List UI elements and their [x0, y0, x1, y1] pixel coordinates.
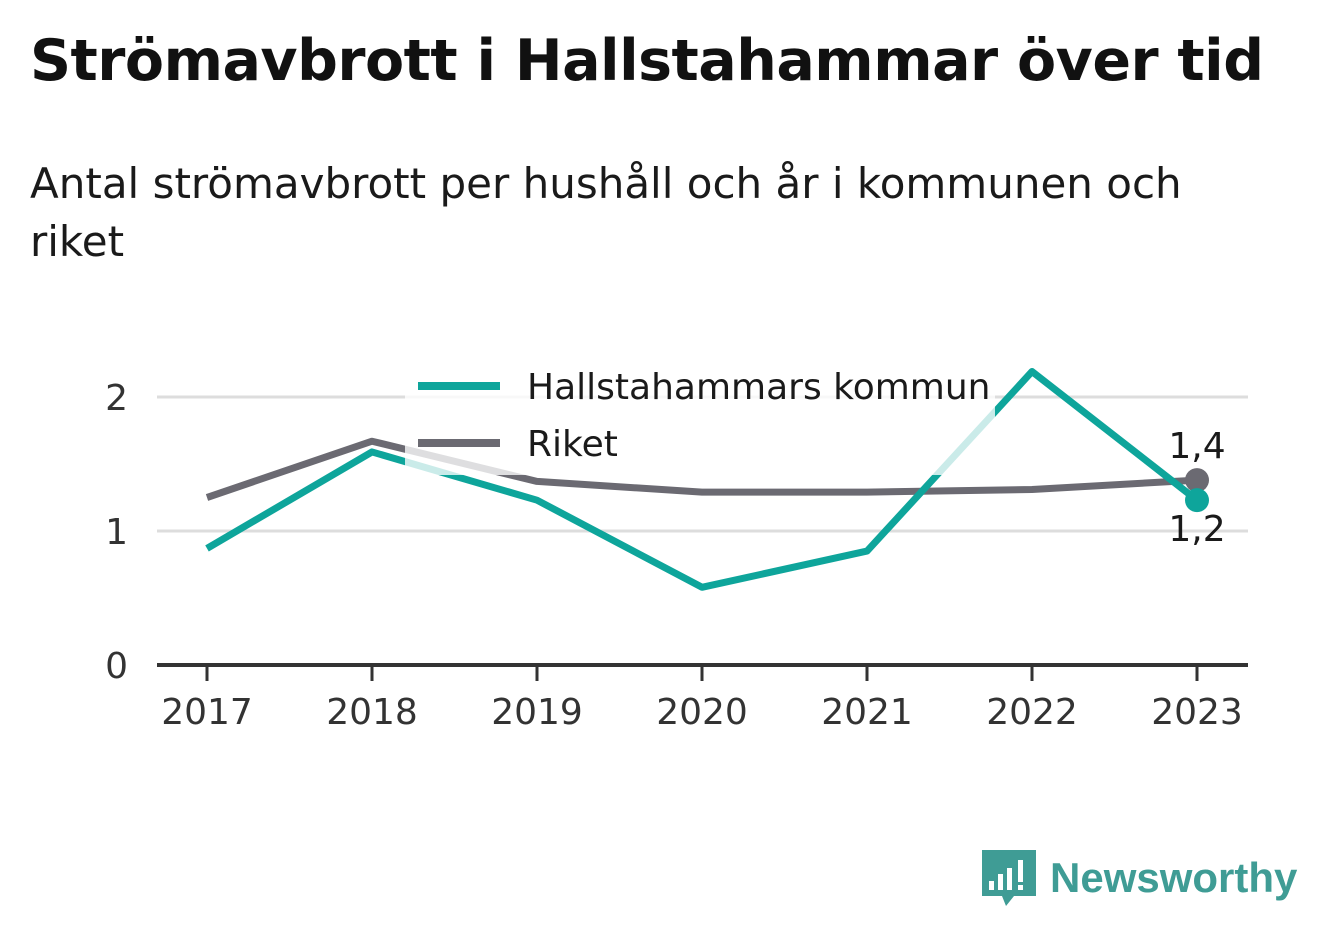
y-axis-ticks: 0 1 2	[105, 378, 128, 687]
legend-label: Riket	[527, 424, 618, 465]
end-label-kommun: 1,2	[1168, 509, 1225, 550]
series-lines	[205, 368, 1200, 591]
end-label-riket: 1,4	[1168, 426, 1225, 467]
y-tick-label: 1	[105, 512, 128, 553]
y-tick-label: 2	[105, 378, 128, 419]
x-tick-label: 2017	[161, 692, 253, 733]
newsworthy-logo-icon	[982, 850, 1036, 906]
end-point-marker	[1185, 468, 1209, 493]
brand-logo: Newsworthy	[980, 848, 1297, 908]
x-tick-label: 2023	[1151, 692, 1243, 733]
page-subtitle: Antal strömavbrott per hushåll och år i …	[30, 159, 1182, 266]
legend: Hallstahammars kommun Riket	[405, 355, 995, 475]
x-tick-label: 2022	[986, 692, 1078, 733]
brand-name: Newsworthy	[1050, 854, 1298, 901]
series-line-kommun	[205, 368, 1200, 591]
x-tick-label: 2021	[821, 692, 913, 733]
x-tick-label: 2020	[656, 692, 748, 733]
page-title: Strömavbrott i Hallstahammar över tid	[30, 28, 1264, 94]
x-tick-label: 2018	[326, 692, 418, 733]
series-line-riket	[205, 437, 1198, 501]
y-tick-label: 0	[105, 646, 128, 687]
x-axis-ticks: 2017 2018 2019 2020 2021 2022 2023	[161, 665, 1243, 733]
x-tick-label: 2019	[491, 692, 583, 733]
legend-label: Hallstahammars kommun	[527, 367, 991, 408]
end-labels: 1,4 1,2	[1168, 426, 1225, 550]
end-point-marker	[1185, 488, 1209, 513]
legend-background	[405, 355, 995, 475]
